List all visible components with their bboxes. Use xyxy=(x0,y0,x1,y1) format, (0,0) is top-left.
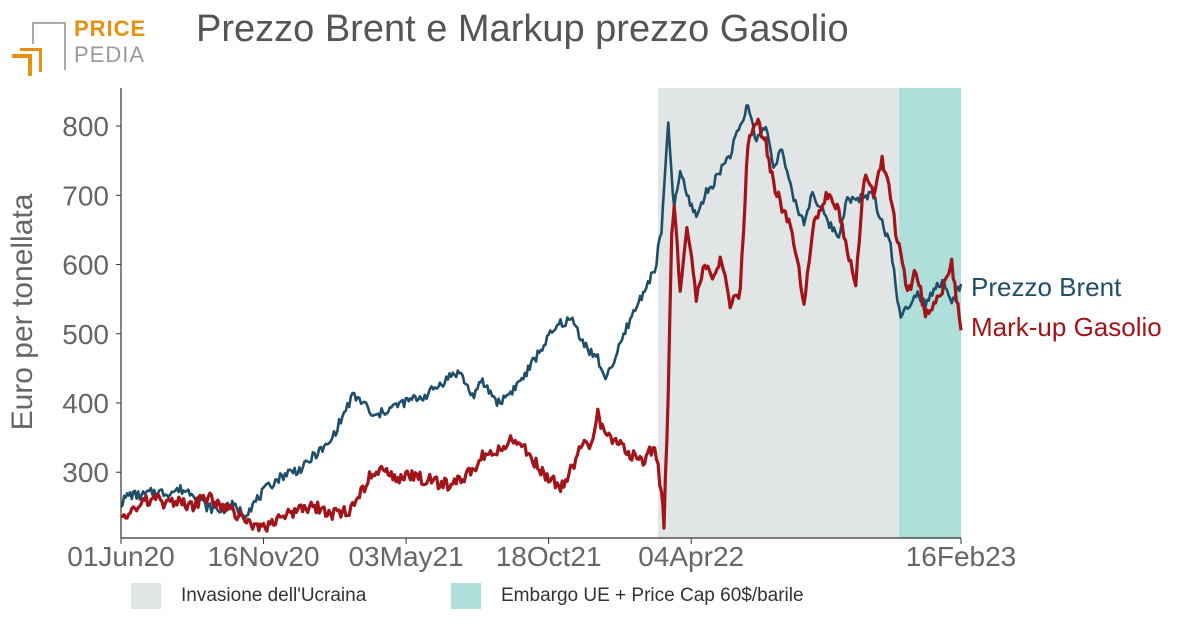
pricepedia-logo: PRICE PEDIA xyxy=(10,14,150,78)
legend-swatch-embargo xyxy=(451,583,481,609)
x-tick-label: 16Feb23 xyxy=(906,541,1017,572)
series-lines xyxy=(120,104,963,533)
region-band-0 xyxy=(658,88,900,538)
x-tick-label: 18Oct21 xyxy=(496,541,602,572)
y-tick-label: 400 xyxy=(62,388,109,419)
logo-mark-icon xyxy=(12,22,66,76)
y-axis-label: Euro per tonellata xyxy=(6,193,39,430)
y-tick-label: 700 xyxy=(62,180,109,211)
chart-axes: 300 400 500 600 700 800 01Jun20 16Nov20 03May21 1… xyxy=(62,88,1016,572)
y-tick-label: 500 xyxy=(62,319,109,350)
series-line-prezzo-brent xyxy=(120,104,963,520)
series-label-markup-gasolio: Mark-up Gasolio xyxy=(971,312,1162,342)
legend-swatch-invasion xyxy=(131,583,161,609)
x-tick-label: 04Apr22 xyxy=(638,541,744,572)
logo-text-pedia: PEDIA xyxy=(74,42,146,67)
y-tick-label: 300 xyxy=(62,457,109,488)
logo-text-price: PRICE xyxy=(74,16,147,41)
shaded-regions xyxy=(658,88,961,538)
series-line-markup-gasolio xyxy=(120,117,963,533)
legend-label-invasion: Invasione dell'Ucraina xyxy=(181,585,367,606)
y-tick-label: 600 xyxy=(62,250,109,281)
x-tick-label: 01Jun20 xyxy=(67,541,174,572)
series-labels: Prezzo Brent Mark-up Gasolio xyxy=(971,272,1162,342)
x-tick-label: 16Nov20 xyxy=(207,541,319,572)
x-tick-label: 03May21 xyxy=(348,541,463,572)
legend-label-embargo: Embargo UE + Price Cap 60$/barile xyxy=(501,585,804,606)
y-tick-label: 800 xyxy=(62,111,109,142)
series-label-prezzo-brent: Prezzo Brent xyxy=(971,272,1122,302)
chart-title: Prezzo Brent e Markup prezzo Gasolio xyxy=(196,8,849,50)
